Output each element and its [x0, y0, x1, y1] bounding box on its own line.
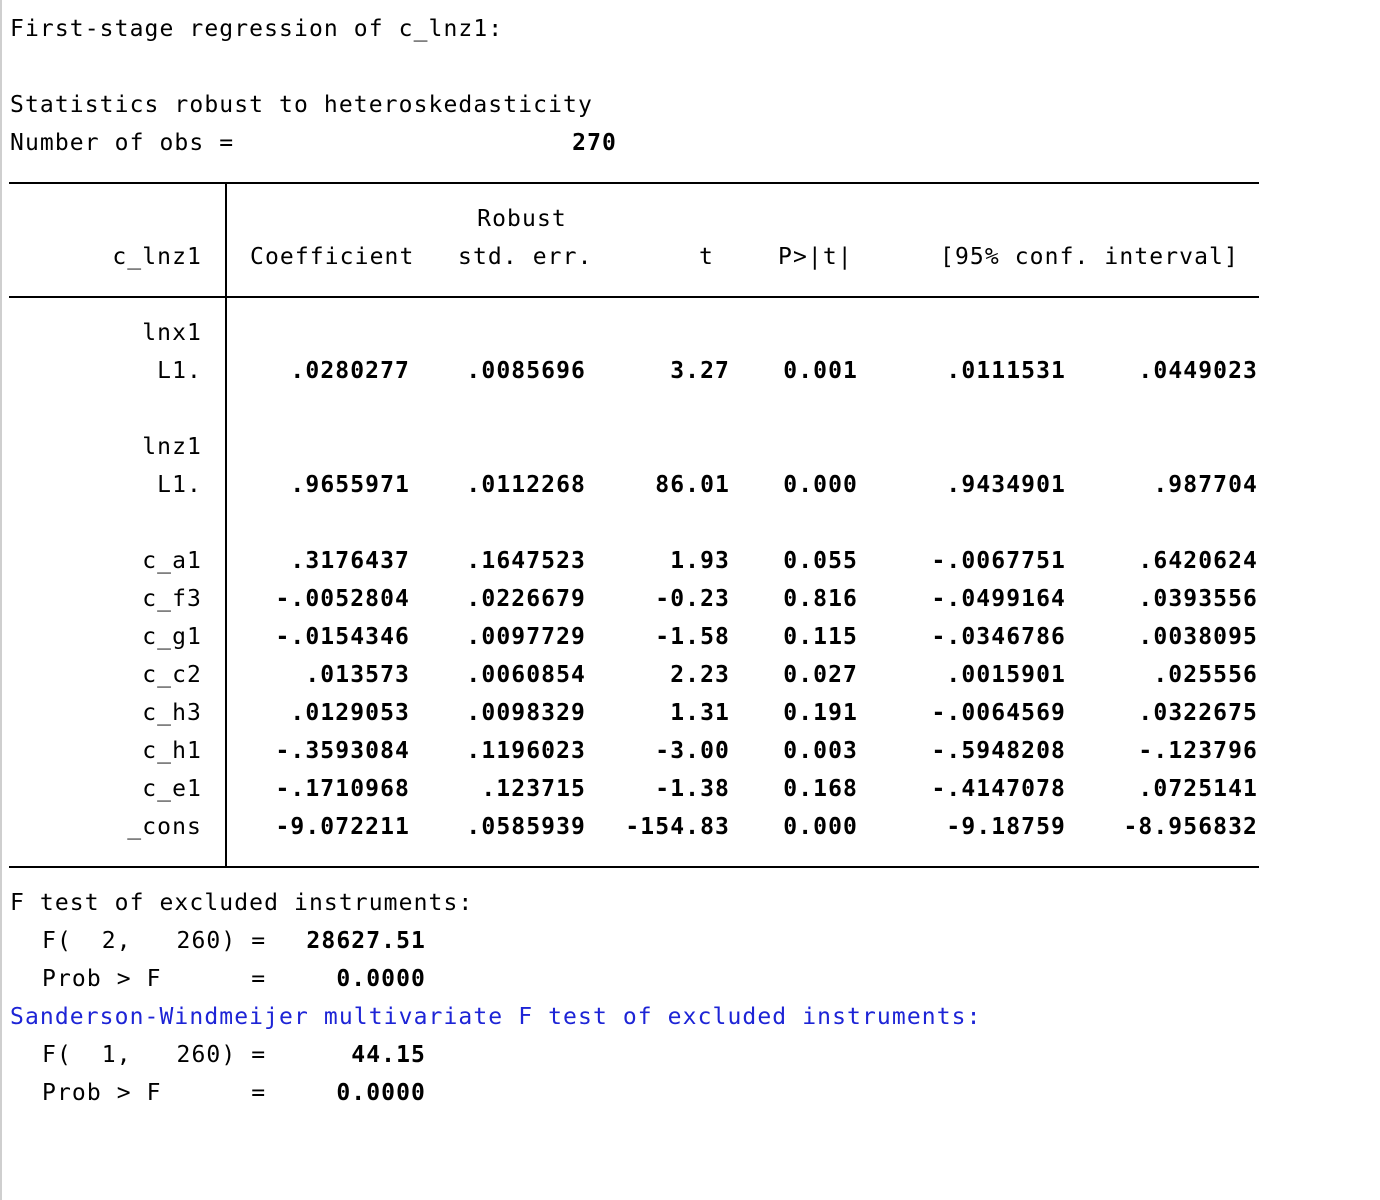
depvar-label: c_lnz1	[112, 244, 202, 270]
nobs-value: 270	[572, 130, 617, 156]
cell-ci-high: -8.956832	[1123, 814, 1258, 840]
row-name: c_f3	[142, 586, 202, 612]
ftest-prob-label: Prob > F =	[42, 966, 267, 992]
cell-ci-high: .0393556	[1138, 586, 1258, 612]
cell-se: .0226679	[466, 586, 586, 612]
cell-ci-high: .025556	[1153, 662, 1258, 688]
table-bottom-rule	[9, 866, 1259, 868]
row-name: c_a1	[142, 548, 202, 574]
cell-ci-high: .0725141	[1138, 776, 1258, 802]
sw-prob-label: Prob > F =	[42, 1080, 267, 1106]
ftest-f-label: F( 2, 260) =	[42, 928, 267, 954]
cell-se: .1196023	[466, 738, 586, 764]
cell-ci-high: .0038095	[1138, 624, 1258, 650]
col-robust: Robust	[477, 206, 567, 232]
cell-ci-low: .0111531	[946, 358, 1066, 384]
sw-test-link[interactable]: Sanderson-Windmeijer multivariate F test…	[10, 1004, 982, 1030]
col-conf-interval: [95% conf. interval]	[940, 244, 1239, 270]
cell-coef: .0129053	[290, 700, 410, 726]
cell-t: 1.93	[670, 548, 730, 574]
ftest-f-value: 28627.51	[306, 928, 426, 954]
cell-se: .0585939	[466, 814, 586, 840]
cell-se: .1647523	[466, 548, 586, 574]
row-lag: L1.	[157, 358, 202, 384]
cell-ci-low: .0015901	[946, 662, 1066, 688]
cell-t: -0.23	[655, 586, 730, 612]
cell-ci-low: -.0064569	[931, 700, 1066, 726]
cell-ci-low: -.0346786	[931, 624, 1066, 650]
ftest-prob-value: 0.0000	[336, 966, 426, 992]
row-name: lnz1	[142, 434, 202, 460]
cell-t: -154.83	[625, 814, 730, 840]
cell-ci-low: -.5948208	[931, 738, 1066, 764]
cell-coef: -.0052804	[275, 586, 410, 612]
sw-prob-value: 0.0000	[336, 1080, 426, 1106]
cell-se: .0112268	[466, 472, 586, 498]
cell-p: 0.027	[783, 662, 858, 688]
cell-p: 0.003	[783, 738, 858, 764]
cell-se: .0060854	[466, 662, 586, 688]
cell-p: 0.191	[783, 700, 858, 726]
cell-t: 3.27	[670, 358, 730, 384]
cell-coef: .013573	[305, 662, 410, 688]
cell-t: 1.31	[670, 700, 730, 726]
row-name: _cons	[127, 814, 202, 840]
cell-coef: -9.072211	[275, 814, 410, 840]
cell-t: 2.23	[670, 662, 730, 688]
cell-coef: -.3593084	[275, 738, 410, 764]
cell-t: 86.01	[655, 472, 730, 498]
ftest-title: F test of excluded instruments:	[10, 890, 474, 916]
cell-p: 0.000	[783, 472, 858, 498]
row-name: c_e1	[142, 776, 202, 802]
table-header-rule	[9, 296, 1259, 298]
col-t: t	[699, 244, 714, 270]
sw-f-value: 44.15	[351, 1042, 426, 1068]
table-top-rule	[9, 182, 1259, 184]
cell-coef: .0280277	[290, 358, 410, 384]
row-name: c_h1	[142, 738, 202, 764]
col-std-err: std. err.	[458, 244, 593, 270]
cell-ci-high: .0322675	[1138, 700, 1258, 726]
cell-se: .0098329	[466, 700, 586, 726]
cell-ci-low: -.4147078	[931, 776, 1066, 802]
cell-ci-low: -.0067751	[931, 548, 1066, 574]
cell-ci-high: .987704	[1153, 472, 1258, 498]
cell-p: 0.115	[783, 624, 858, 650]
row-name: lnx1	[142, 320, 202, 346]
robust-note: Statistics robust to heteroskedasticity	[10, 92, 593, 118]
cell-coef: -.1710968	[275, 776, 410, 802]
row-name: c_c2	[142, 662, 202, 688]
cell-ci-high: -.123796	[1138, 738, 1258, 764]
cell-ci-low: -.0499164	[931, 586, 1066, 612]
cell-p: 0.168	[783, 776, 858, 802]
cell-se: .0097729	[466, 624, 586, 650]
cell-ci-high: .6420624	[1138, 548, 1258, 574]
cell-t: -1.38	[655, 776, 730, 802]
row-lag: L1.	[157, 472, 202, 498]
sw-f-label: F( 1, 260) =	[42, 1042, 267, 1068]
cell-ci-low: .9434901	[946, 472, 1066, 498]
cell-ci-low: -9.18759	[946, 814, 1066, 840]
cell-se: .123715	[481, 776, 586, 802]
cell-coef: .9655971	[290, 472, 410, 498]
col-p-value: P>|t|	[778, 244, 853, 270]
cell-p: 0.001	[783, 358, 858, 384]
regression-title: First-stage regression of c_lnz1:	[10, 16, 504, 42]
cell-coef: .3176437	[290, 548, 410, 574]
cell-p: 0.000	[783, 814, 858, 840]
row-name: c_h3	[142, 700, 202, 726]
cell-t: -3.00	[655, 738, 730, 764]
col-coefficient: Coefficient	[250, 244, 415, 270]
cell-se: .0085696	[466, 358, 586, 384]
cell-ci-high: .0449023	[1138, 358, 1258, 384]
nobs-label: Number of obs =	[10, 130, 235, 156]
cell-p: 0.816	[783, 586, 858, 612]
cell-p: 0.055	[783, 548, 858, 574]
cell-t: -1.58	[655, 624, 730, 650]
row-name: c_g1	[142, 624, 202, 650]
cell-coef: -.0154346	[275, 624, 410, 650]
table-separator	[225, 183, 227, 867]
